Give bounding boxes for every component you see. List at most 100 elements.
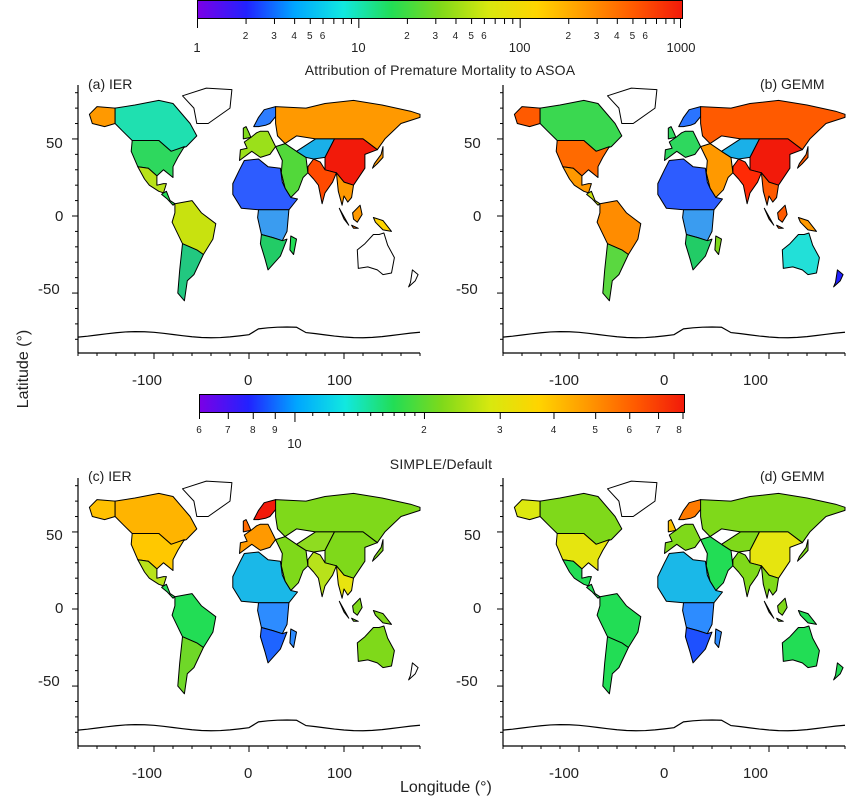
country-samerica_n <box>596 200 642 255</box>
country-mideast <box>700 143 734 198</box>
country-australia <box>781 625 820 669</box>
country-africa_n <box>232 158 298 211</box>
ytick-c-0: 0 <box>55 600 64 617</box>
country-alaska <box>88 499 116 521</box>
country-samerica_s <box>177 243 204 302</box>
country-borneo <box>352 204 363 223</box>
country-japan <box>797 539 809 562</box>
country-scandinavia <box>678 106 703 128</box>
ytick-b-50: 50 <box>464 135 481 152</box>
antarctica-outline <box>502 326 846 339</box>
country-japan <box>797 146 809 169</box>
country-camerica <box>586 583 601 599</box>
country-india <box>732 551 762 598</box>
country-samerica_s <box>602 243 629 302</box>
colorbar-top-minor-label: 3 <box>271 31 277 42</box>
map-b-canvas <box>497 85 846 359</box>
country-mexico <box>137 559 167 587</box>
country-samerica_n <box>596 593 642 648</box>
country-canada <box>539 492 623 545</box>
country-india <box>732 158 762 205</box>
colorbar-mid-minor-label: 6 <box>196 425 202 436</box>
country-europe_w <box>239 130 277 161</box>
colorbar-top-title: Attribution of Premature Mortality to AS… <box>304 62 576 78</box>
antarctica-outline <box>77 326 421 339</box>
country-mexico <box>137 166 167 194</box>
colorbar-mid <box>199 394 685 413</box>
country-africa_n <box>232 551 298 604</box>
country-europe_w <box>239 523 277 554</box>
colorbar-mid-minor-label: 7 <box>225 425 231 436</box>
colorbar-top-minor-label: 4 <box>614 31 620 42</box>
country-africa_s <box>684 627 713 664</box>
panel-label-b: (b) GEMM <box>760 76 825 92</box>
country-scandinavia <box>253 499 278 521</box>
ytick-a-m50: -50 <box>38 281 60 298</box>
xtick-b-0: 0 <box>660 372 669 389</box>
x-axis-title: Longitude (°) <box>400 779 492 796</box>
country-alaska <box>513 499 541 521</box>
country-africa_n <box>657 551 723 604</box>
country-newguinea <box>797 217 817 232</box>
country-africa_s <box>259 627 288 664</box>
ytick-b-0: 0 <box>473 208 482 225</box>
country-canada <box>114 99 198 152</box>
panel-label-c: (c) IER <box>88 468 132 484</box>
country-greenland <box>607 480 658 517</box>
ytick-c-50: 50 <box>46 527 63 544</box>
xtick-d-0: 0 <box>660 765 669 782</box>
country-canada <box>539 99 623 152</box>
colorbar-mid-minor-label: 2 <box>421 425 427 436</box>
colorbar-mid-minor-label: 3 <box>496 425 503 436</box>
xtick-b-100: 100 <box>743 372 769 389</box>
colorbar-top-major-label: 10 <box>351 40 366 55</box>
colorbar-top-minor-label: 5 <box>306 31 313 42</box>
country-scandinavia <box>678 499 703 521</box>
country-seasia <box>335 172 354 206</box>
country-madagascar <box>714 235 722 255</box>
country-madagascar <box>289 628 297 648</box>
colorbar-top-minor-label: 6 <box>642 31 648 42</box>
country-nz <box>408 269 419 288</box>
colorbar-top-gradient <box>198 1 682 18</box>
colorbar-top-major-label: 1000 <box>666 40 696 55</box>
colorbar-top-minor-label: 3 <box>593 31 600 42</box>
country-madagascar <box>289 235 297 255</box>
country-europe_w <box>664 130 702 161</box>
xtick-a-0: 0 <box>244 372 253 389</box>
country-madagascar <box>714 628 722 648</box>
country-indonesia1 <box>338 600 350 619</box>
panel-label-d: (d) GEMM <box>760 468 825 484</box>
xtick-c-0: 0 <box>244 765 253 782</box>
xtick-c-100: 100 <box>327 765 353 782</box>
colorbar-mid-minor-label: 9 <box>271 425 278 436</box>
map-a-canvas <box>72 85 421 359</box>
country-europe_w <box>664 523 702 554</box>
country-greenland <box>182 87 233 124</box>
antarctica-outline <box>77 719 421 732</box>
country-borneo <box>777 204 788 223</box>
country-greenland <box>607 87 658 124</box>
country-mideast <box>700 536 734 591</box>
colorbar-mid-minor-label: 6 <box>626 425 633 436</box>
ytick-d-50: 50 <box>464 527 481 544</box>
country-india <box>307 158 337 205</box>
country-indonesia1 <box>763 207 775 226</box>
xtick-a-100: 100 <box>327 372 353 389</box>
country-australia <box>356 232 395 276</box>
colorbar-mid-minor-label: 8 <box>676 425 682 436</box>
country-uk <box>667 519 677 533</box>
ytick-b-m50: -50 <box>456 281 478 298</box>
country-australia <box>781 232 820 276</box>
xtick-a-m100: -100 <box>132 372 163 389</box>
country-newguinea <box>372 610 392 625</box>
colorbar-top-minor-label: 5 <box>468 31 474 42</box>
country-mexico <box>562 166 592 194</box>
country-samerica_s <box>177 636 204 695</box>
country-africa_s <box>684 234 713 271</box>
country-newguinea <box>797 610 817 625</box>
colorbar-mid-major-label: 10 <box>287 436 302 451</box>
colorbar-top-minor-label: 6 <box>481 31 487 42</box>
country-alaska <box>513 106 541 128</box>
country-africa_s <box>259 234 288 271</box>
